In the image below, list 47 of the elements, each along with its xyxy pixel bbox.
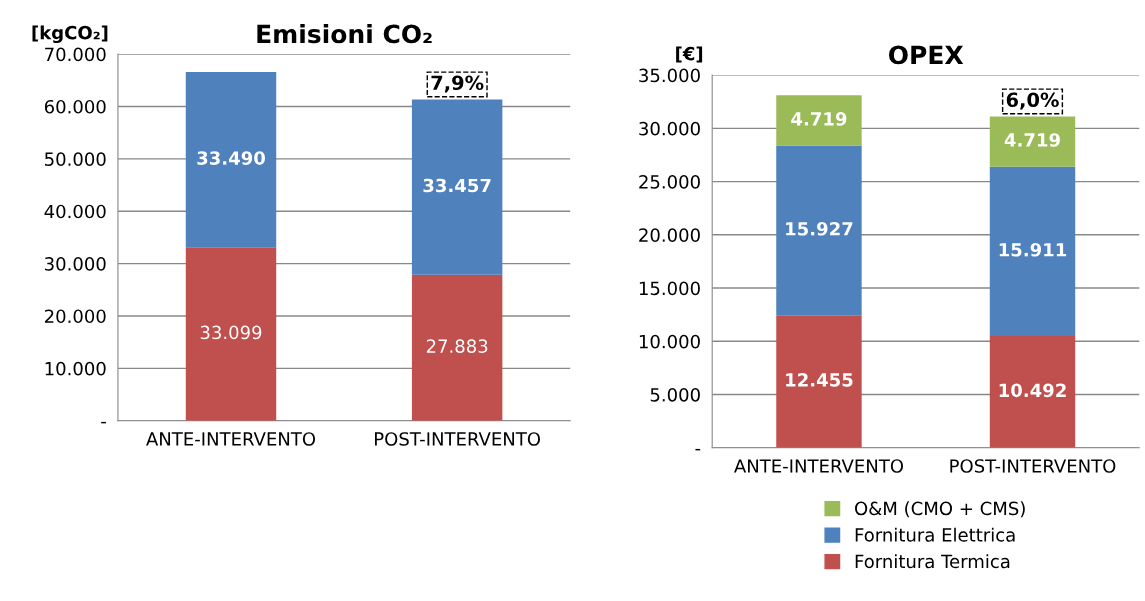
legend-label: Fornitura Termica [855, 554, 1010, 569]
y-tick-label: 70.000 [45, 47, 106, 62]
data-label: 12.455 [786, 373, 853, 387]
data-label: 4.719 [791, 112, 847, 126]
x-tick-label: POST-INTERVENTO [950, 459, 1116, 473]
y-tick-label: 20.000 [639, 228, 700, 242]
data-label: 33.099 [200, 325, 262, 340]
x-tick-label: ANTE-INTERVENTO [146, 432, 316, 446]
y-tick-label: 30.000 [45, 257, 106, 271]
chart-title: OPEX [889, 45, 964, 65]
annotation: 7,9% [431, 75, 484, 93]
bar [185, 247, 277, 421]
bar [411, 274, 503, 421]
data-label: 15.911 [999, 242, 1067, 257]
x-tick-label: ANTE-INTERVENTO [734, 459, 904, 473]
data-label: 4.719 [1004, 133, 1060, 147]
y-tick-label: 25.000 [639, 175, 700, 189]
y-tick-label: - [695, 448, 701, 451]
y-tick-label: 20.000 [44, 309, 106, 324]
data-label: 10.492 [999, 383, 1066, 398]
legend-label: O&M (CMO + CMS) [855, 501, 1025, 518]
y-tick-label: 10.000 [639, 334, 700, 349]
data-label: 33.457 [423, 178, 491, 193]
y-tick-label: 10.000 [45, 361, 106, 376]
y-tick-label: 5.000 [650, 387, 700, 402]
y-tick-label: 30.000 [639, 121, 700, 136]
chart-title: Emisioni CO₂ [257, 23, 432, 44]
y-tick-label: 15.000 [639, 281, 700, 296]
data-label: 27.883 [426, 339, 488, 353]
bar [776, 315, 862, 448]
bar [989, 336, 1076, 448]
y-tick-label: 35.000 [639, 68, 700, 83]
y-axis-title: [€] [676, 46, 703, 63]
bar [776, 145, 862, 316]
y-tick-label: 40.000 [44, 204, 106, 219]
y-tick-label: 60.000 [44, 99, 106, 114]
y-axis-title: [kgCO₂] [32, 25, 108, 44]
bar [989, 166, 1076, 337]
legend-label: Fornitura Elettrica [855, 527, 1015, 542]
x-tick-label: POST-INTERVENTO [375, 432, 541, 446]
y-tick-label: 50.000 [45, 152, 106, 166]
bar [185, 71, 277, 248]
annotation: 6,0% [1006, 92, 1059, 110]
bar [776, 95, 862, 146]
data-label: 15.927 [786, 221, 853, 236]
data-label: 33.490 [197, 151, 265, 165]
y-tick-label: - [101, 421, 106, 424]
